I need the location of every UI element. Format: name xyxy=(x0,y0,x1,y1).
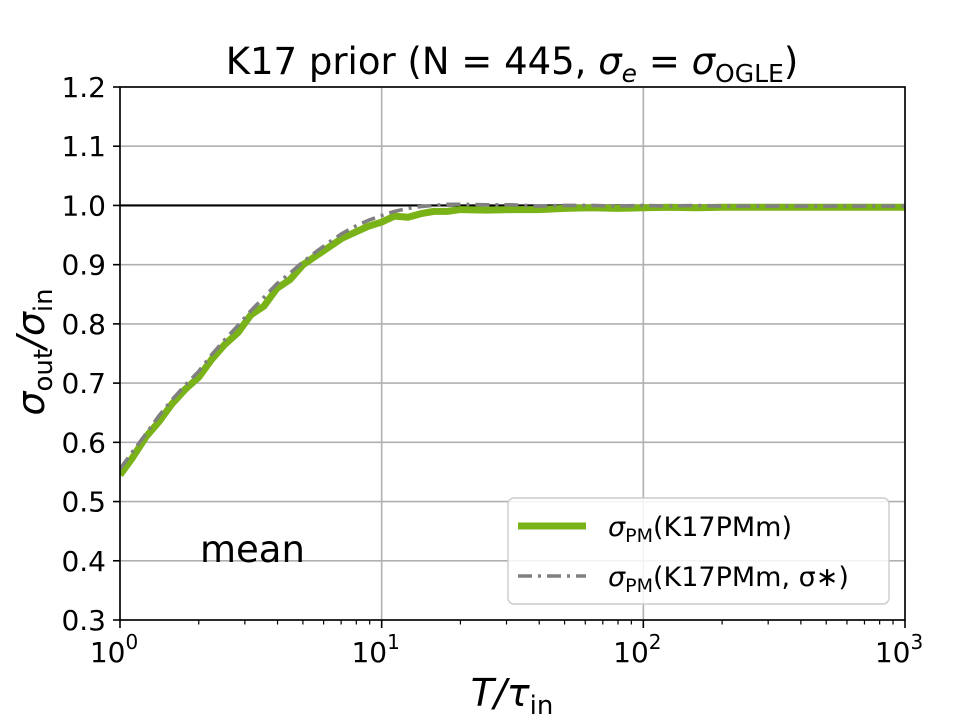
series-line-k17pmm-sigma xyxy=(120,202,905,471)
x-axis-ticks: 100 101 102 103 xyxy=(90,620,923,669)
legend: σPM(K17PMm) σPM(K17PMm, σ∗) xyxy=(507,497,890,605)
y-tick-label: 1.0 xyxy=(61,189,106,222)
legend-label-k17pmm: σPM(K17PMm) xyxy=(608,512,792,547)
y-axis-label: σout/σin xyxy=(9,288,59,415)
y-tick-label: 0.4 xyxy=(61,545,106,578)
legend-box xyxy=(507,497,890,605)
y-tick-label: 1.1 xyxy=(61,130,106,163)
y-tick-label: 0.5 xyxy=(61,486,106,519)
series-layer xyxy=(120,202,905,477)
y-tick-label: 0.3 xyxy=(61,604,106,637)
legend-label-k17pmm-sigma: σPM(K17PMm, σ∗) xyxy=(608,562,849,597)
y-tick-label: 0.7 xyxy=(61,367,106,400)
y-axis-ticks: 0.3 0.4 0.5 0.6 0.7 0.8 0.9 1.0 1.1 1.2 xyxy=(61,71,120,637)
x-tick-label: 102 xyxy=(613,630,661,669)
y-tick-label: 1.2 xyxy=(61,71,106,104)
y-tick-label: 0.6 xyxy=(61,426,106,459)
x-tick-label: 100 xyxy=(90,630,138,669)
x-axis-label: T/τin xyxy=(471,671,554,720)
x-tick-label: 103 xyxy=(875,630,923,669)
chart-title: K17 prior (N = 445, σe = σOGLE) xyxy=(226,40,799,88)
x-tick-label: 101 xyxy=(351,630,399,669)
y-tick-label: 0.9 xyxy=(61,249,106,282)
plot-frame xyxy=(119,86,906,621)
y-tick-label: 0.8 xyxy=(61,308,106,341)
annotation-mean: mean xyxy=(200,528,305,571)
